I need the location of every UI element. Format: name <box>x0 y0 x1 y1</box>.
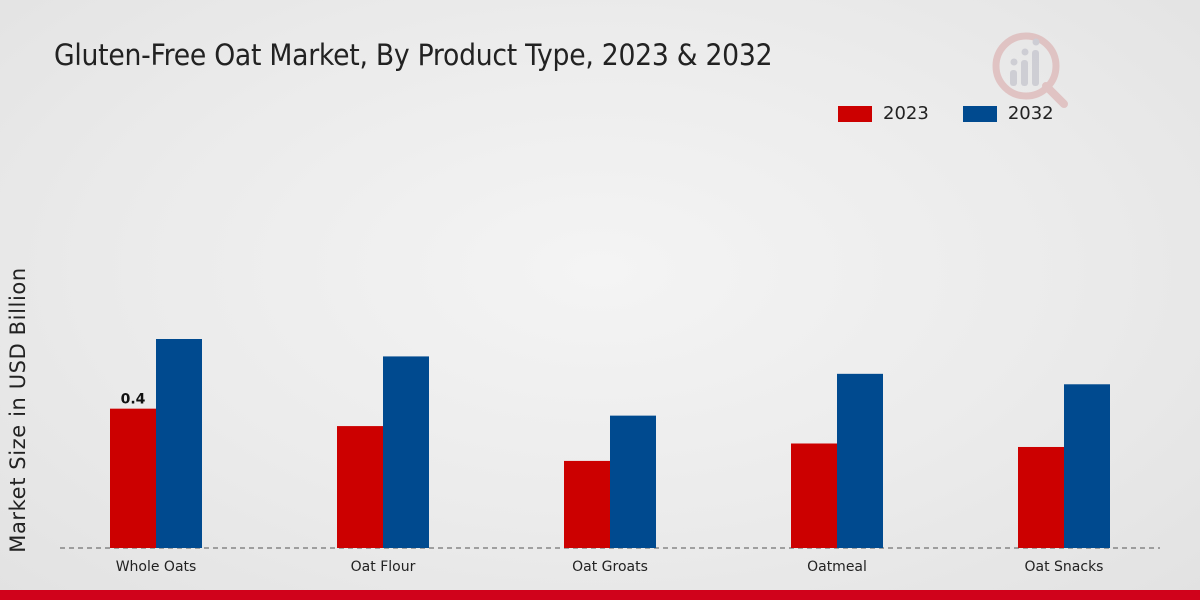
bar-oat-flour-2032[interactable] <box>383 356 429 548</box>
x-tick-label-oatmeal: Oatmeal <box>807 559 867 575</box>
bottom-accent-band <box>0 590 1200 600</box>
x-tick-label-whole-oats: Whole Oats <box>116 559 197 575</box>
bar-oat-groats-2032[interactable] <box>610 415 656 548</box>
bar-whole-oats-2023[interactable] <box>110 408 156 548</box>
bar-oat-groats-2023[interactable] <box>564 460 610 548</box>
chart-title: Gluten-Free Oat Market, By Product Type,… <box>54 38 773 72</box>
brand-logo-icon <box>992 32 1068 108</box>
legend-label-2032: 2032 <box>1007 103 1054 124</box>
bar-whole-oats-2032[interactable] <box>156 339 202 548</box>
legend-swatch-2032 <box>962 105 997 122</box>
bar-oatmeal-2023[interactable] <box>791 443 837 549</box>
legend-item-2032[interactable]: 2032 <box>962 103 1054 124</box>
bar-oat-flour-2023[interactable] <box>337 426 383 548</box>
x-tick-label-oat-groats: Oat Groats <box>572 559 648 575</box>
bar-oatmeal-2032[interactable] <box>837 373 883 548</box>
bar-oat-snacks-2023[interactable] <box>1018 446 1064 548</box>
legend-item-2023[interactable]: 2023 <box>838 103 929 124</box>
x-tick-label-oat-snacks: Oat Snacks <box>1025 559 1104 575</box>
x-tick-label-oat-flour: Oat Flour <box>351 559 416 575</box>
data-label-0: 0.4 <box>121 392 146 408</box>
legend-swatch-2023 <box>838 105 872 122</box>
legend: 2023 2032 <box>838 103 1088 124</box>
legend-label-2023: 2023 <box>883 103 929 124</box>
bar-oat-snacks-2032[interactable] <box>1064 384 1110 548</box>
